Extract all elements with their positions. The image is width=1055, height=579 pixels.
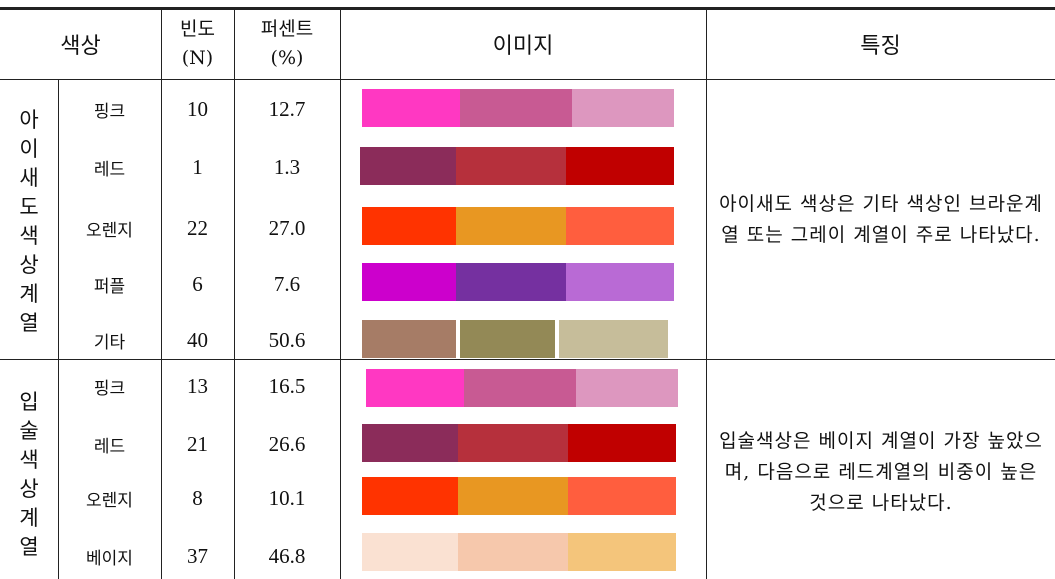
color-swatch	[576, 369, 678, 407]
frequency-cell: 37	[187, 543, 208, 568]
color-swatch-strip	[362, 424, 676, 462]
group-label-char: 술	[19, 419, 39, 443]
color-swatch	[566, 263, 674, 301]
color-swatch	[456, 147, 566, 185]
header-frequency-label: 빈도	[180, 18, 215, 40]
col-divider	[58, 80, 59, 579]
color-name-cell: 오렌지	[86, 220, 133, 241]
group-label-char: 열	[19, 311, 39, 335]
color-swatch	[568, 477, 676, 515]
color-swatch	[362, 320, 456, 358]
group-label-char: 계	[19, 282, 39, 306]
color-swatch	[460, 320, 555, 358]
color-name-cell: 베이지	[86, 548, 133, 569]
group-label-char: 도	[19, 195, 39, 219]
color-swatch-strip	[362, 89, 674, 127]
group-label-lip: 입 술 색 상 계 열	[0, 375, 58, 575]
group-label-char: 상	[19, 253, 39, 277]
color-swatch	[458, 424, 568, 462]
color-swatch	[362, 207, 456, 245]
color-swatch	[458, 533, 568, 571]
percent-cell: 50.6	[268, 327, 306, 352]
color-swatch	[362, 477, 458, 515]
col-divider	[706, 9, 707, 579]
group-label-eyeshadow: 아 이 새 도 색 상 계 열	[0, 96, 58, 348]
frequency-cell: 10	[187, 96, 208, 121]
color-swatch	[456, 263, 566, 301]
percent-cell: 1.3	[273, 154, 301, 179]
frequency-cell: 40	[187, 327, 208, 352]
header-color: 색상	[60, 34, 101, 59]
col-divider	[234, 9, 235, 579]
frequency-cell: 13	[187, 373, 208, 398]
color-name-cell: 레드	[93, 159, 126, 180]
group-label-char: 이	[19, 137, 39, 161]
group-label-char: 계	[19, 506, 39, 530]
color-swatch	[362, 533, 458, 571]
color-swatch	[460, 89, 572, 127]
group-label-char: 열	[19, 535, 39, 559]
header-image: 이미지	[492, 34, 554, 59]
percent-cell: 10.1	[268, 485, 306, 510]
header-percent: 퍼센트 (%)	[234, 9, 340, 79]
color-swatch-strip	[362, 320, 668, 358]
header-percent-label: 퍼센트	[260, 18, 314, 40]
percent-cell: 26.6	[268, 431, 306, 456]
group-label-char: 아	[19, 108, 39, 132]
frequency-cell: 8	[192, 485, 203, 510]
percent-cell: 46.8	[268, 543, 306, 568]
feature-note-lip: 입술색상은 베이지 계열이 가장 높았으며, 다음으로 레드계열의 비중이 높은…	[719, 429, 1043, 514]
group-label-char: 색	[19, 224, 39, 248]
header-frequency-unit: (N)	[181, 47, 214, 69]
color-swatch	[572, 89, 674, 127]
header-percent-unit: (%)	[270, 47, 304, 69]
color-swatch	[566, 147, 674, 185]
group-divider	[0, 359, 1055, 360]
color-swatch	[566, 207, 674, 245]
color-swatch	[362, 263, 456, 301]
color-swatch-strip	[360, 147, 674, 185]
frequency-cell: 22	[187, 215, 208, 240]
group-label-char: 입	[19, 390, 39, 414]
color-name-cell: 레드	[93, 436, 126, 457]
color-swatch	[464, 369, 576, 407]
color-swatch	[559, 320, 668, 358]
color-swatch-strip	[366, 369, 678, 407]
percent-cell: 27.0	[268, 215, 306, 240]
col-divider	[161, 9, 162, 579]
color-swatch	[568, 533, 676, 571]
color-swatch	[362, 424, 458, 462]
color-swatch	[362, 89, 460, 127]
table-top-border	[0, 7, 1055, 10]
color-swatch-strip	[362, 263, 674, 301]
col-divider	[340, 9, 341, 579]
color-swatch	[360, 147, 456, 185]
color-name-cell: 오렌지	[86, 490, 133, 511]
header-feature: 특징	[860, 34, 901, 59]
color-name-cell: 퍼플	[93, 276, 126, 297]
color-swatch-strip	[362, 207, 674, 245]
group-label-char: 상	[19, 477, 39, 501]
percent-cell: 12.7	[268, 96, 306, 121]
color-swatch	[456, 207, 566, 245]
color-swatch	[458, 477, 568, 515]
group-label-char: 새	[19, 166, 39, 190]
header-divider	[0, 79, 1055, 80]
header-frequency: 빈도 (N)	[161, 9, 234, 79]
color-swatch-strip	[362, 477, 676, 515]
frequency-cell: 21	[187, 431, 208, 456]
color-name-cell: 기타	[93, 332, 126, 353]
frequency-cell: 6	[192, 271, 203, 296]
color-name-cell: 핑크	[93, 378, 126, 399]
color-swatch-strip	[362, 533, 676, 571]
percent-cell: 16.5	[268, 373, 306, 398]
color-swatch	[366, 369, 464, 407]
frequency-cell: 1	[192, 154, 203, 179]
feature-note-eyeshadow: 아이새도 색상은 기타 색상인 브라운계열 또는 그레이 계열이 주로 나타났다…	[719, 193, 1043, 246]
color-swatch	[568, 424, 676, 462]
percent-cell: 7.6	[273, 271, 301, 296]
color-name-cell: 핑크	[93, 101, 126, 122]
group-label-char: 색	[19, 448, 39, 472]
